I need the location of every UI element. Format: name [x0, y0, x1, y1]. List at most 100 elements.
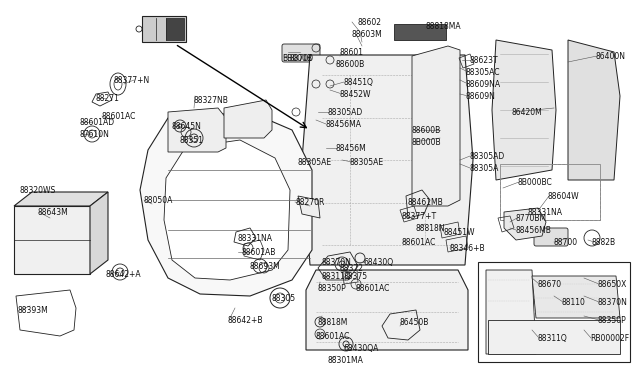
- Text: 88693M: 88693M: [250, 262, 281, 271]
- Text: 88327NB: 88327NB: [194, 96, 229, 105]
- Text: 88375: 88375: [344, 272, 368, 281]
- Text: 88331NA: 88331NA: [237, 234, 272, 243]
- Text: 88601AC: 88601AC: [356, 284, 390, 293]
- Text: 88643M: 88643M: [38, 208, 68, 217]
- Text: 88461MB: 88461MB: [408, 198, 444, 207]
- Polygon shape: [486, 270, 536, 354]
- FancyBboxPatch shape: [282, 44, 320, 62]
- Text: 88456MB: 88456MB: [515, 226, 551, 235]
- Text: 88350P: 88350P: [318, 284, 347, 293]
- Text: 86420M: 86420M: [512, 108, 543, 117]
- FancyBboxPatch shape: [534, 228, 568, 246]
- Text: 88600B: 88600B: [335, 60, 364, 69]
- Text: 88305AE: 88305AE: [298, 158, 332, 167]
- Text: 88270R: 88270R: [296, 198, 325, 207]
- Text: 88601AB: 88601AB: [242, 248, 276, 257]
- Text: 88370N: 88370N: [598, 298, 628, 307]
- Text: 8B000B: 8B000B: [412, 138, 442, 147]
- Text: 86400N: 86400N: [596, 52, 626, 61]
- Text: 88602: 88602: [358, 18, 382, 27]
- Text: 88311Q: 88311Q: [538, 334, 568, 343]
- Text: 87610N: 87610N: [80, 130, 110, 139]
- Text: 88331NA: 88331NA: [527, 208, 562, 217]
- Polygon shape: [90, 192, 108, 274]
- Polygon shape: [14, 206, 90, 274]
- Text: 88700: 88700: [553, 238, 577, 247]
- Text: 88311Q: 88311Q: [322, 272, 352, 281]
- Text: 8882B: 8882B: [592, 238, 616, 247]
- Text: 88601AD: 88601AD: [80, 118, 115, 127]
- Bar: [478, 262, 630, 362]
- Bar: [394, 24, 446, 40]
- Polygon shape: [532, 276, 620, 318]
- Text: 88601AC: 88601AC: [102, 112, 136, 121]
- Text: 88305: 88305: [272, 294, 296, 303]
- Polygon shape: [412, 46, 460, 206]
- Text: 88452W: 88452W: [340, 90, 371, 99]
- Text: 88372: 88372: [339, 264, 363, 273]
- Text: 88601AC: 88601AC: [316, 332, 350, 341]
- Polygon shape: [568, 40, 620, 180]
- Text: 88305AD: 88305AD: [469, 152, 504, 161]
- Text: 88377+N: 88377+N: [114, 76, 150, 85]
- Text: 8B000BC: 8B000BC: [518, 178, 553, 187]
- Polygon shape: [306, 270, 468, 350]
- Text: 88642+A: 88642+A: [106, 270, 141, 279]
- Text: 88301MA: 88301MA: [328, 356, 364, 365]
- Text: 88305AE: 88305AE: [350, 158, 384, 167]
- Text: 88351: 88351: [180, 136, 204, 145]
- Polygon shape: [140, 112, 312, 296]
- Text: 88451W: 88451W: [443, 228, 474, 237]
- Text: 88305AD: 88305AD: [328, 108, 364, 117]
- Text: 88271: 88271: [96, 94, 120, 103]
- Text: 88609N: 88609N: [466, 92, 496, 101]
- Text: 88456M: 88456M: [336, 144, 367, 153]
- Text: 68430QA: 68430QA: [344, 344, 380, 353]
- Text: 88642+B: 88642+B: [228, 316, 264, 325]
- Polygon shape: [224, 100, 272, 138]
- Text: 86450B: 86450B: [400, 318, 429, 327]
- Text: 88601: 88601: [340, 48, 364, 57]
- Text: 88346+B: 88346+B: [449, 244, 484, 253]
- Text: 88609NA: 88609NA: [466, 80, 501, 89]
- Text: 68430Q: 68430Q: [364, 258, 394, 267]
- Text: 88050A: 88050A: [144, 196, 173, 205]
- Bar: [142, 16, 186, 42]
- Text: 88451Q: 88451Q: [343, 78, 373, 87]
- Text: 88623T: 88623T: [470, 56, 499, 65]
- Polygon shape: [302, 55, 473, 265]
- Text: 88393M: 88393M: [18, 306, 49, 315]
- Polygon shape: [168, 108, 226, 152]
- Text: 88456MA: 88456MA: [325, 120, 361, 129]
- Polygon shape: [492, 40, 556, 180]
- Text: 88818N: 88818N: [416, 224, 445, 233]
- Text: 8770BM: 8770BM: [516, 214, 547, 223]
- Text: 88645N: 88645N: [172, 122, 202, 131]
- Bar: [500, 164, 600, 220]
- Text: 88377+T: 88377+T: [401, 212, 436, 221]
- Polygon shape: [14, 192, 108, 206]
- Text: 88603M: 88603M: [352, 30, 383, 39]
- Text: 88350P: 88350P: [598, 316, 627, 325]
- Text: 88700: 88700: [289, 54, 313, 63]
- Polygon shape: [298, 196, 320, 218]
- Text: 88604W: 88604W: [548, 192, 580, 201]
- Text: RB00002F: RB00002F: [590, 334, 629, 343]
- Text: 88818MA: 88818MA: [425, 22, 461, 31]
- Polygon shape: [488, 320, 620, 354]
- Text: 88670: 88670: [538, 280, 562, 289]
- Text: 88601AC: 88601AC: [402, 238, 436, 247]
- Polygon shape: [504, 208, 546, 240]
- Text: 88818M: 88818M: [318, 318, 348, 327]
- Text: BB000B: BB000B: [282, 54, 312, 63]
- Text: 88650X: 88650X: [598, 280, 627, 289]
- Polygon shape: [164, 140, 290, 280]
- Text: 88305AC: 88305AC: [466, 68, 500, 77]
- Text: 88600B: 88600B: [412, 126, 441, 135]
- Text: 88305A: 88305A: [469, 164, 499, 173]
- Text: 88320WS: 88320WS: [20, 186, 56, 195]
- Text: 88110: 88110: [562, 298, 586, 307]
- Text: 88370N: 88370N: [322, 258, 352, 267]
- Bar: [500, 164, 600, 220]
- Bar: [166, 18, 184, 40]
